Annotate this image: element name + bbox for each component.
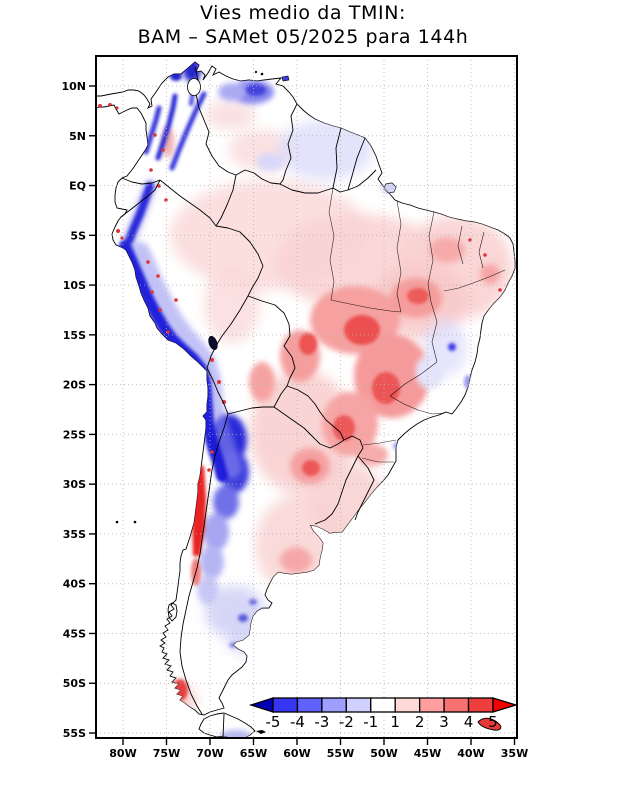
- lat-tick-label: 40S: [63, 578, 86, 591]
- figure-title-line1: Vies medio da TMIN:: [200, 2, 406, 24]
- colorbar-box: [370, 697, 396, 713]
- colorbar-tick-label: -2: [339, 713, 354, 731]
- colorbar-box: [443, 697, 470, 713]
- colorbar-tick-label: -4: [290, 713, 305, 731]
- south-georgia-island: [477, 717, 502, 731]
- colorbar-box: [345, 697, 372, 713]
- lat-tick-label: 35S: [63, 528, 86, 541]
- colorbar-tick-label: -3: [314, 713, 329, 731]
- lat-tick-label: 20S: [63, 379, 86, 392]
- lat-tick-label: 50S: [63, 677, 86, 690]
- lat-tick-label: 25S: [63, 428, 86, 441]
- colorbar-tick-label: 2: [415, 713, 425, 731]
- colorbar-tick-label: 1: [390, 713, 400, 731]
- lon-tick-label: 55W: [327, 747, 354, 760]
- lon-tick-label: 75W: [153, 747, 180, 760]
- lat-tick-label: 10S: [63, 279, 86, 292]
- latlon-grid: [96, 56, 517, 738]
- lat-tick-label: 15S: [63, 329, 86, 342]
- lon-tick-label: 35W: [501, 747, 528, 760]
- lake-maracaibo: [187, 78, 201, 96]
- map-frame: [95, 55, 518, 739]
- colorbar-tick-label: -1: [363, 713, 378, 731]
- isla-de-los-estados: [256, 730, 266, 734]
- lake-titicaca: [208, 336, 218, 350]
- lon-tick-label: 45W: [414, 747, 441, 760]
- lon-tick-label: 80W: [109, 747, 136, 760]
- lon-tick-label: 40W: [457, 747, 484, 760]
- lat-tick-label: 5N: [69, 130, 86, 143]
- latitude-axis: 10N 5N EQ 5S 10S 15S 20S 25S 30S 35S 40S 45S 50S 55S: [61, 80, 96, 740]
- lat-tick-label: 55S: [63, 727, 86, 740]
- lat-tick-label: 5S: [70, 229, 86, 242]
- colorbar-tick-label: 5: [488, 713, 498, 731]
- red-speckles: [98, 103, 507, 472]
- colorbar-tick-label: 3: [439, 713, 449, 731]
- colorbar-left-arrow: [248, 697, 274, 713]
- lat-tick-label: 10N: [61, 80, 86, 93]
- colorbar: -5 -4 -3 -2 -1 1 2 3 4 5: [248, 697, 519, 731]
- lakes-and-islands: [115, 70, 502, 734]
- colorbar-right-arrow: [492, 697, 519, 713]
- colorbar-box: [467, 697, 494, 713]
- lat-tick-label: 30S: [63, 478, 86, 491]
- juan-fernandez-islands: [115, 520, 119, 524]
- state-borders: [328, 187, 506, 463]
- longitude-axis: 80W 75W 70W 65W 60W 55W 50W 45W 40W 35W: [109, 738, 528, 760]
- trinidad-island: [281, 75, 290, 82]
- country-borders: [120, 66, 377, 738]
- figure-title-line2: BAM – SAMet 05/2025 para 144h: [138, 26, 469, 48]
- lat-tick-label: EQ: [69, 180, 86, 193]
- colorbar-box: [272, 697, 299, 713]
- lon-tick-label: 65W: [240, 747, 267, 760]
- colorbar-box: [394, 697, 421, 713]
- colorbar-tick-label: -5: [266, 713, 281, 731]
- lon-tick-label: 70W: [196, 747, 223, 760]
- lon-tick-label: 60W: [283, 747, 310, 760]
- lat-tick-label: 45S: [63, 627, 86, 640]
- colorbar-tick-label: 4: [464, 713, 474, 731]
- lon-tick-label: 50W: [370, 747, 397, 760]
- colorbar-box: [296, 697, 323, 713]
- colorbar-box: [418, 697, 445, 713]
- colorbar-box: [321, 697, 347, 713]
